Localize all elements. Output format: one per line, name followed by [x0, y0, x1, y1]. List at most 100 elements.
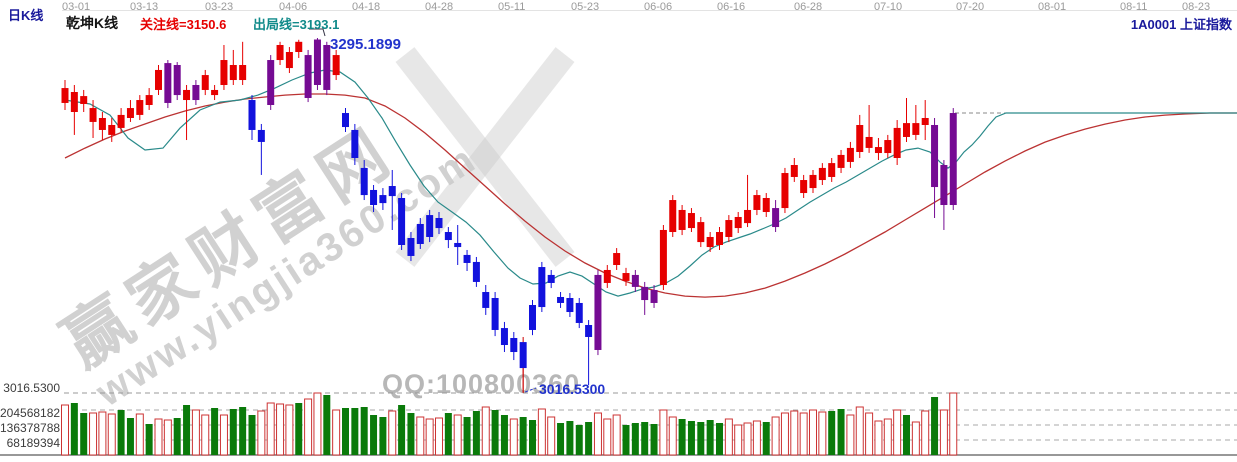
volume-bar-up [874, 420, 883, 456]
candle-body [220, 60, 228, 85]
candle-body [903, 123, 910, 137]
candle-body [192, 84, 200, 101]
date-tick-label: 06-16 [717, 1, 746, 13]
candle-body [856, 124, 864, 153]
volume-bar-down [351, 408, 359, 455]
volume-bar-up [285, 404, 294, 456]
volume-bar-down [239, 406, 247, 455]
candle-body [482, 292, 490, 308]
volume-bar-up [659, 409, 668, 456]
candle-body [800, 180, 808, 194]
candle-body [313, 39, 321, 85]
candle-body [594, 274, 602, 350]
volume-bar-up [425, 418, 434, 456]
date-tick-label: 04-18 [352, 1, 381, 13]
candle-body [828, 163, 836, 177]
volume-bar-up [771, 416, 780, 456]
candle-body [547, 274, 555, 283]
candle-body [585, 325, 593, 337]
volume-bar-up [547, 416, 556, 456]
volume-bar-down [650, 423, 658, 455]
volume-bar-up [809, 409, 817, 456]
candle-body [285, 52, 293, 69]
candle-body [557, 296, 565, 303]
volume-bar-down [145, 423, 153, 455]
volume-bar-up [435, 417, 443, 456]
volume-bar-up [257, 410, 266, 456]
candle-body [472, 261, 480, 282]
candle-body [641, 286, 649, 301]
volume-bar-up [201, 414, 210, 456]
candle-body [454, 242, 462, 248]
volume-bar-down [370, 415, 378, 455]
period-label[interactable]: 日K线 [8, 8, 44, 23]
volume-bar-up [304, 398, 313, 456]
candle-body [463, 254, 471, 263]
peak-annotation-leader [309, 28, 326, 37]
volume-bar-down [500, 415, 508, 455]
volume-axis-label-3: 68189394 [6, 436, 60, 450]
candle-body [89, 108, 97, 122]
volume-bar-up [752, 420, 761, 456]
candle-body [529, 305, 536, 330]
candle-body [426, 215, 434, 237]
volume-bar-down [398, 405, 406, 455]
volume-bar-up [313, 392, 322, 456]
candle-body [650, 289, 658, 303]
candle-body [201, 75, 209, 90]
low-annotation-label: 3016.5300 [539, 381, 605, 397]
candle-body [444, 232, 452, 241]
volume-bar-up [276, 403, 285, 456]
volume-bar-up [846, 414, 855, 456]
volume-bar-up [939, 409, 948, 456]
volume-bar-up [790, 410, 799, 456]
date-tick-label: 03-13 [130, 1, 159, 13]
candle-body [538, 267, 546, 308]
date-tick-label: 07-10 [874, 1, 903, 13]
candle-body [257, 129, 265, 142]
candle-body [809, 174, 817, 189]
volume-bar-up [865, 412, 874, 456]
symbol-name-label[interactable]: 1A0001 上证指数 [1130, 17, 1232, 32]
volume-bar-down [360, 406, 368, 455]
candle-body [659, 229, 667, 286]
volume-bar-down [903, 415, 910, 455]
volume-axis-label-1: 204568182 [0, 406, 61, 420]
candle-body [940, 165, 948, 206]
volume-bar-down [529, 420, 536, 455]
volume-bar-up [949, 392, 958, 456]
volume-bar-down [716, 423, 723, 455]
candle-body [351, 129, 359, 158]
candle-body [388, 186, 396, 197]
candle-body [239, 64, 247, 81]
volume-bar-up [668, 416, 677, 456]
candle-body [136, 100, 144, 115]
volume-axis-label-2: 136378788 [0, 421, 61, 435]
ma-line-short-teal [64, 69, 1237, 297]
candle-body [613, 253, 621, 266]
date-tick-label: 08-01 [1038, 1, 1067, 13]
candle-body [248, 100, 256, 130]
candle-body [603, 269, 611, 283]
volume-bar-down [622, 425, 630, 455]
date-tick-label: 06-06 [644, 1, 673, 13]
candle-body [921, 117, 929, 125]
volume-bar-up [799, 412, 808, 456]
volume-bar-down [342, 408, 349, 455]
volume-bar-up [98, 411, 107, 456]
candle-body [566, 298, 574, 313]
candle-body [117, 114, 125, 128]
volume-bar-down [837, 408, 845, 455]
candle-body [949, 113, 957, 206]
volume-bar-down [211, 408, 219, 455]
volume-bar-down [379, 416, 387, 455]
candle-body [837, 154, 845, 168]
volume-bar-up [154, 418, 163, 456]
volume-bar-down [248, 415, 256, 455]
indicator-name-label[interactable]: 乾坤K线 [66, 15, 119, 31]
volume-bar-up [743, 422, 752, 456]
volume-bar-up [911, 421, 920, 456]
candle-body [155, 69, 162, 90]
